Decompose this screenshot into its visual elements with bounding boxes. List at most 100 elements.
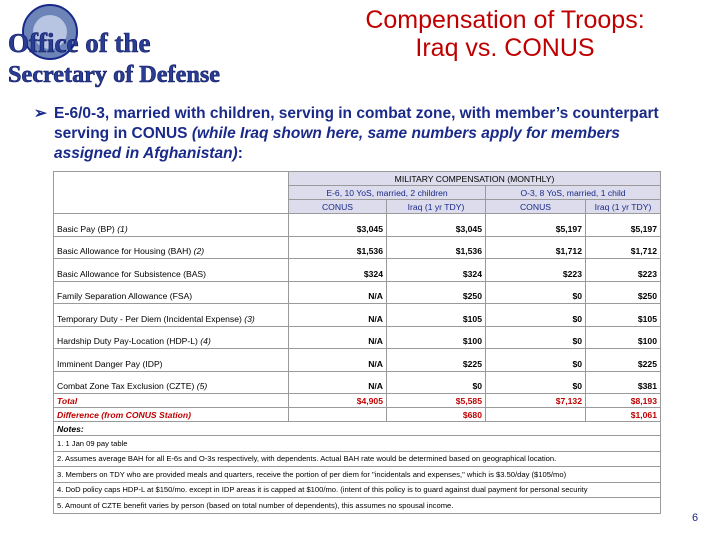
label-text: Basic Allowance for Subsistence (BAS)	[57, 268, 207, 279]
value: $5,585	[386, 393, 486, 408]
table-caption: MILITARY COMPENSATION (MONTHLY)	[288, 171, 661, 186]
note: 2. Assumes average BAH for all E-6s and …	[53, 450, 661, 467]
row-label: Basic Pay (BP) (1)	[53, 213, 289, 237]
data-row: Basic Allowance for Housing (BAH) (2) $1,…	[53, 235, 661, 259]
row-label: Difference (from CONUS Station)	[53, 407, 289, 422]
value: N/A	[288, 348, 387, 372]
note-ref: (5)	[196, 381, 208, 391]
note-row: 2. Assumes average BAH for all E-6s and …	[53, 450, 661, 467]
label-text: Basic Allowance for Housing (BAH)	[57, 246, 192, 256]
value: $3,045	[288, 213, 387, 237]
note: 5. Amount of CZTE benefit varies by pers…	[53, 497, 661, 514]
title-line: Iraq vs. CONUS	[415, 34, 595, 62]
value: $381	[585, 370, 661, 394]
data-row: Basic Pay (BP) (1) $3,045 $3,045 $5,197 $5,1…	[53, 213, 661, 237]
value: N/A	[288, 303, 387, 327]
group-header: E-6, 10 YoS, married, 2 children	[288, 185, 486, 200]
note-row: 5. Amount of CZTE benefit varies by pers…	[53, 497, 661, 514]
row-label: Imminent Danger Pay (IDP)	[53, 348, 289, 372]
page-number: 6	[692, 512, 699, 524]
value: $100	[585, 325, 661, 349]
label-text: Imminent Danger Pay (IDP)	[57, 358, 163, 369]
logo-line1: Office of the	[8, 28, 150, 58]
value: $8,193	[585, 393, 661, 408]
value: $324	[288, 258, 387, 282]
value: $1,061	[585, 407, 661, 422]
group-header: O-3, 8 YoS, married, 1 child	[485, 185, 661, 200]
label-text: Temporary Duty - Per Diem (Incidental Ex…	[57, 313, 242, 324]
value: $1,536	[386, 235, 486, 259]
data-row: Family Separation Allowance (FSA) N/A $250…	[53, 280, 661, 304]
bullet-text: E-6/0-3, married with children, serving …	[54, 104, 669, 164]
title-line: Compensation of Troops:	[365, 6, 645, 34]
value: $223	[485, 258, 586, 282]
value: $0	[485, 280, 586, 304]
empty-cell	[485, 407, 586, 422]
notes-title-row: Notes:	[53, 421, 661, 436]
bullet-italic: (while Iraq shown here, same numbers app…	[54, 125, 620, 162]
value: $1,712	[585, 235, 661, 259]
column-header: CONUS	[485, 199, 586, 214]
row-label: Temporary Duty - Per Diem (Incidental Ex…	[53, 303, 289, 327]
note-ref: (3)	[244, 313, 255, 324]
bullet-main: E-6/0-3, married with children, serving …	[54, 105, 659, 142]
difference-row: Difference (from CONUS Station) $680 $1,06…	[53, 407, 661, 422]
row-label: Basic Allowance for Housing (BAH) (2)	[53, 235, 289, 259]
compensation-table: MILITARY COMPENSATION (MONTHLY) E-6, 10 Y…	[53, 171, 661, 514]
column-header: CONUS	[288, 199, 387, 214]
column-header: Iraq (1 yr TDY)	[585, 199, 661, 214]
value: $100	[386, 325, 486, 349]
note: 4. DoD policy caps HDP-L at $150/mo. exc…	[53, 481, 661, 498]
row-label: Total	[53, 393, 289, 408]
value: $5,197	[585, 213, 661, 237]
data-row: Hardship Duty Pay-Location (HDP-L) (4) N/…	[53, 325, 661, 349]
header-row: CONUS Iraq (1 yr TDY) CONUS Iraq (1 yr TDY)	[54, 199, 661, 214]
value: $105	[585, 303, 661, 327]
data-row: Combat Zone Tax Exclusion (CZTE) (5) N/A $…	[53, 370, 661, 394]
data-row: Imminent Danger Pay (IDP) N/A $225 $0 $225	[53, 348, 661, 372]
bullet-arrow: ➢	[34, 105, 47, 122]
total-row: Total $4,905 $5,585 $7,132 $8,193	[53, 393, 661, 408]
value: $3,045	[386, 213, 486, 237]
value: $223	[585, 258, 661, 282]
value: $4,905	[288, 393, 387, 408]
column-header: Iraq (1 yr TDY)	[386, 199, 486, 214]
value: $0	[386, 370, 486, 394]
value: $5,197	[485, 213, 586, 237]
value: N/A	[288, 280, 387, 304]
row-label: Combat Zone Tax Exclusion (CZTE) (5)	[53, 370, 289, 394]
value: $324	[386, 258, 486, 282]
value: $0	[485, 348, 586, 372]
data-row: Basic Allowance for Subsistence (BAS) $32…	[53, 258, 661, 282]
header-row: E-6, 10 YoS, married, 2 children O-3, 8 Y…	[54, 185, 661, 200]
note-row: 4. DoD policy caps HDP-L at $150/mo. exc…	[53, 481, 661, 498]
value: $680	[386, 407, 486, 422]
value: $1,712	[485, 235, 586, 259]
value: $0	[485, 325, 586, 349]
note: 1. 1 Jan 09 pay table	[53, 435, 661, 452]
bullet-end: :	[237, 145, 243, 162]
blank	[53, 171, 289, 214]
note-row: 1. 1 Jan 09 pay table	[53, 435, 661, 452]
logo: Office of the Secretary of Defense	[8, 4, 221, 88]
row-label: Basic Allowance for Subsistence (BAS)	[53, 258, 289, 282]
note-ref: (1)	[117, 223, 128, 234]
value: $250	[585, 280, 661, 304]
note: 3. Members on TDY who are provided meals…	[53, 466, 661, 483]
label-text: Family Separation Allowance (FSA)	[57, 291, 193, 301]
value: $225	[585, 348, 661, 372]
seal-inner	[33, 15, 67, 49]
title: Compensation of Troops: Iraq vs. CONUS	[300, 6, 710, 62]
note-ref: (2)	[193, 246, 205, 256]
value: $7,132	[485, 393, 586, 408]
notes-title: Notes:	[53, 421, 661, 436]
header-row: MILITARY COMPENSATION (MONTHLY)	[53, 171, 661, 214]
value: $105	[386, 303, 486, 327]
row-label: Family Separation Allowance (FSA)	[53, 280, 289, 304]
note-ref: (4)	[200, 336, 211, 346]
data-row: Temporary Duty - Per Diem (Incidental Ex…	[53, 303, 661, 327]
value: $225	[386, 348, 486, 372]
value: $250	[386, 280, 486, 304]
value: $1,536	[288, 235, 387, 259]
